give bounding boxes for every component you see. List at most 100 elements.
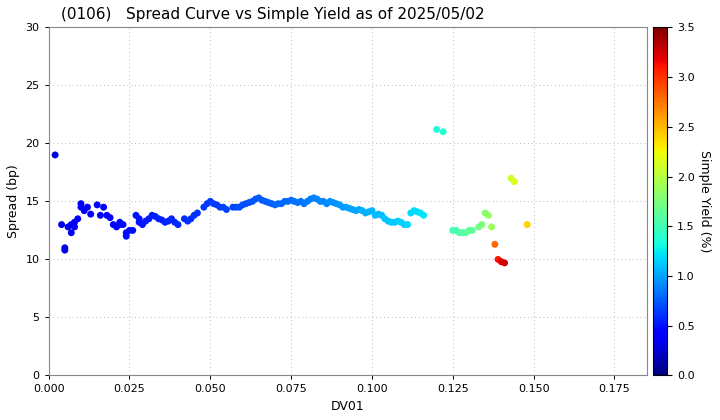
Point	[130, 212, 142, 219]
Point	[94, 212, 106, 219]
Point	[521, 221, 533, 228]
Point	[343, 205, 355, 212]
Point	[81, 204, 93, 210]
Point	[480, 210, 491, 216]
Point	[59, 247, 71, 254]
Point	[476, 221, 487, 228]
Point	[418, 212, 429, 219]
Point	[289, 198, 300, 205]
Point	[50, 152, 61, 158]
Point	[202, 200, 213, 207]
Point	[127, 227, 138, 234]
Point	[341, 204, 352, 210]
Point	[405, 210, 417, 216]
Point	[104, 214, 116, 221]
Point	[237, 202, 248, 208]
Point	[163, 218, 174, 224]
Point	[508, 178, 520, 185]
Point	[360, 210, 372, 216]
Point	[228, 204, 239, 210]
Point	[373, 211, 384, 218]
Point	[234, 204, 246, 210]
Point	[382, 218, 394, 224]
Point	[217, 204, 229, 210]
Point	[408, 207, 420, 214]
Point	[153, 215, 164, 222]
Point	[91, 202, 103, 208]
Point	[169, 219, 181, 226]
Point	[402, 221, 413, 228]
Point	[166, 215, 177, 222]
Point	[75, 204, 86, 210]
Point	[68, 223, 80, 230]
Point	[259, 198, 271, 205]
Text: (0106)   Spread Curve vs Simple Yield as of 2025/05/02: (0106) Spread Curve vs Simple Yield as o…	[60, 7, 485, 22]
Point	[292, 199, 303, 206]
Point	[146, 212, 158, 219]
Point	[447, 227, 459, 234]
Point	[486, 223, 498, 230]
Point	[143, 215, 155, 222]
Point	[379, 215, 391, 222]
Point	[499, 260, 510, 266]
Point	[72, 215, 84, 222]
Point	[392, 218, 404, 224]
Point	[412, 208, 423, 215]
Point	[150, 213, 161, 220]
Point	[330, 200, 342, 207]
Point	[454, 229, 465, 236]
Point	[282, 198, 294, 205]
Point	[85, 211, 96, 218]
Point	[253, 194, 264, 201]
Point	[431, 126, 442, 133]
Point	[185, 215, 197, 222]
Point	[107, 221, 119, 228]
Point	[311, 196, 323, 202]
Point	[63, 223, 74, 230]
Point	[198, 204, 210, 210]
Point	[243, 199, 255, 206]
Point	[59, 244, 71, 251]
Point	[369, 212, 381, 219]
Point	[256, 197, 268, 204]
Point	[334, 202, 346, 208]
Point	[246, 198, 258, 205]
Point	[328, 199, 339, 206]
Y-axis label: Simple Yield (%): Simple Yield (%)	[698, 150, 711, 252]
Point	[156, 217, 168, 223]
Point	[250, 196, 261, 202]
Point	[221, 206, 233, 213]
Point	[276, 200, 287, 207]
Point	[450, 227, 462, 234]
Point	[482, 212, 494, 219]
Point	[117, 221, 129, 228]
Point	[172, 221, 184, 228]
Point	[66, 221, 77, 228]
Point	[308, 194, 320, 201]
Point	[133, 219, 145, 226]
Point	[240, 200, 252, 207]
Point	[75, 200, 86, 207]
Point	[395, 219, 407, 226]
Point	[137, 221, 148, 228]
Point	[350, 207, 361, 214]
Point	[179, 215, 190, 222]
Point	[68, 219, 80, 226]
Point	[376, 212, 387, 219]
Point	[318, 198, 329, 205]
Point	[386, 219, 397, 226]
Point	[285, 197, 297, 204]
Point	[495, 258, 507, 265]
Point	[120, 233, 132, 239]
Point	[463, 227, 474, 234]
Point	[101, 212, 112, 219]
Point	[302, 198, 313, 205]
Point	[415, 210, 426, 216]
Point	[159, 219, 171, 226]
Point	[208, 200, 220, 207]
Point	[324, 198, 336, 205]
Point	[211, 202, 222, 208]
Point	[354, 206, 365, 213]
Point	[114, 221, 125, 228]
Point	[337, 204, 348, 210]
